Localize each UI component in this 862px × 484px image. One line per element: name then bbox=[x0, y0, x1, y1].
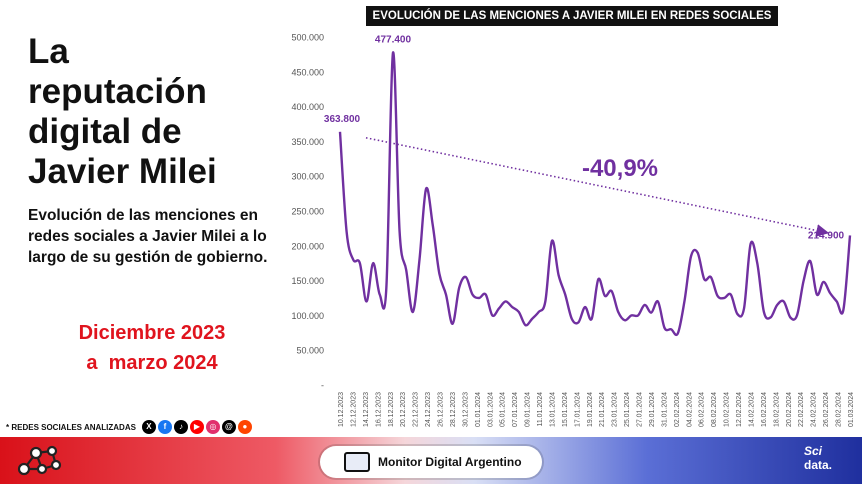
y-tick-label: 150.000 bbox=[291, 276, 324, 286]
brand-name: Monitor Digital Argentino bbox=[378, 455, 522, 469]
x-tick-label: 05.01.2024 bbox=[500, 392, 507, 427]
peak-label: 477.400 bbox=[375, 35, 412, 46]
network-graph-icon bbox=[17, 445, 62, 476]
x-tick-label: 28.02.2024 bbox=[836, 392, 843, 427]
headline-line: digital de bbox=[28, 112, 182, 151]
series-line bbox=[338, 51, 852, 337]
x-tick-label: 29.01.2024 bbox=[649, 392, 656, 427]
y-tick-label: - bbox=[321, 381, 324, 391]
x-tick-label: 20.12.2023 bbox=[400, 392, 407, 427]
trend-line bbox=[365, 137, 830, 237]
chart-title: EVOLUCIÓN DE LAS MENCIONES A JAVIER MILE… bbox=[366, 6, 778, 26]
brand-pill: Monitor Digital Argentino bbox=[320, 446, 542, 478]
subtitle-line: largo de su gestión de gobierno. bbox=[28, 249, 268, 266]
y-tick-label: 500.000 bbox=[291, 33, 324, 43]
headline-line: reputación bbox=[28, 72, 207, 111]
y-tick-label: 250.000 bbox=[291, 207, 324, 217]
monitor-icon bbox=[344, 452, 370, 472]
x-tick-label: 03.01.2024 bbox=[487, 392, 494, 427]
instagram-icon: ◎ bbox=[205, 420, 220, 434]
x-tick-label: 24.02.2024 bbox=[811, 392, 818, 427]
x-tick-label: 21.01.2024 bbox=[599, 392, 606, 427]
x-tick-label: 17.01.2024 bbox=[574, 392, 581, 427]
reddit-icon: ● bbox=[237, 420, 252, 434]
trend-line-group bbox=[365, 137, 830, 237]
x-tick-label: 19.01.2024 bbox=[587, 392, 594, 427]
y-tick-label: 50.000 bbox=[296, 346, 324, 356]
period-end: a marzo 2024 bbox=[86, 352, 218, 374]
x-tick-label: 22.12.2023 bbox=[413, 392, 420, 427]
left-panel: La reputación digital de Javier Milei Ev… bbox=[0, 0, 300, 430]
mentions-line-chart: - 50.000 100.000 150.000 200.000 250.000 300.0… bbox=[291, 33, 855, 428]
x-tick-label: 08.02.2024 bbox=[711, 392, 718, 427]
subtitle-line: Evolución de las menciones en bbox=[28, 207, 258, 224]
threads-icon: @ bbox=[221, 420, 236, 434]
x-tick-label: 11.01.2024 bbox=[537, 392, 544, 427]
x-tick-label: 26.02.2024 bbox=[823, 392, 830, 427]
subtitle: Evolución de las menciones en redes soci… bbox=[28, 205, 288, 268]
y-tick-label: 100.000 bbox=[291, 311, 324, 321]
x-tick-label: 14.02.2024 bbox=[748, 392, 755, 427]
period: Diciembre 2023 a marzo 2024 bbox=[52, 318, 252, 378]
x-tick-label: 06.02.2024 bbox=[699, 392, 706, 427]
y-tick-label: 200.000 bbox=[291, 241, 324, 251]
annotations: 477.400 363.800 214.900 -40,9% bbox=[324, 35, 845, 242]
youtube-icon: ▶ bbox=[189, 420, 204, 434]
tiktok-icon: ♪ bbox=[173, 420, 188, 434]
x-tick-label: 23.01.2024 bbox=[612, 392, 619, 427]
y-tick-label: 350.000 bbox=[291, 137, 324, 147]
y-axis: - 50.000 100.000 150.000 200.000 250.000 300.0… bbox=[291, 33, 324, 391]
y-tick-label: 400.000 bbox=[291, 102, 324, 112]
x-tick-label: 16.12.2023 bbox=[375, 392, 382, 427]
x-tick-label: 18.02.2024 bbox=[773, 392, 780, 427]
subtitle-line: redes sociales a Javier Milei a lo bbox=[28, 228, 267, 245]
x-tick-label: 09.01.2024 bbox=[525, 392, 532, 427]
x-tick-label: 30.12.2023 bbox=[462, 392, 469, 427]
x-tick-label: 27.01.2024 bbox=[637, 392, 644, 427]
x-tick-label: 16.02.2024 bbox=[761, 392, 768, 427]
x-tick-label: 28.12.2023 bbox=[450, 392, 457, 427]
x-tick-label: 14.12.2023 bbox=[363, 392, 370, 427]
change-label: -40,9% bbox=[582, 155, 658, 182]
x-tick-label: 25.01.2024 bbox=[624, 392, 631, 427]
start-label: 363.800 bbox=[324, 114, 361, 125]
x-axis: 10.12.2023 12.12.2023 14.12.2023 16.12.2023… bbox=[338, 392, 855, 427]
headline: La reputación digital de Javier Milei bbox=[28, 32, 298, 192]
x-tick-label: 13.01.2024 bbox=[549, 392, 556, 427]
x-tick-label: 12.02.2024 bbox=[736, 392, 743, 427]
period-start: Diciembre 2023 bbox=[78, 322, 226, 344]
x-tick-label: 02.02.2024 bbox=[674, 392, 681, 427]
x-icon: X bbox=[141, 420, 156, 434]
x-tick-label: 01.01.2024 bbox=[475, 392, 482, 427]
facebook-icon: f bbox=[157, 420, 172, 434]
headline-line: Javier Milei bbox=[28, 152, 217, 191]
x-tick-label: 04.02.2024 bbox=[686, 392, 693, 427]
x-tick-label: 22.02.2024 bbox=[798, 392, 805, 427]
scidata-logo-top: Sci bbox=[804, 444, 823, 458]
x-tick-label: 10.02.2024 bbox=[724, 392, 731, 427]
x-tick-label: 20.02.2024 bbox=[786, 392, 793, 427]
x-tick-label: 10.12.2023 bbox=[338, 392, 345, 427]
x-tick-label: 15.01.2024 bbox=[562, 392, 569, 427]
series-group bbox=[338, 51, 852, 337]
x-tick-label: 12.12.2023 bbox=[350, 392, 357, 427]
y-tick-label: 300.000 bbox=[291, 172, 324, 182]
headline-line: La bbox=[28, 32, 69, 71]
scidata-logo-bottom: data. bbox=[804, 458, 833, 472]
x-tick-label: 24.12.2023 bbox=[425, 392, 432, 427]
x-tick-label: 07.01.2024 bbox=[512, 392, 519, 427]
x-tick-label: 31.01.2024 bbox=[661, 392, 668, 427]
scidata-logo: Sci data. bbox=[804, 445, 844, 477]
y-tick-label: 450.000 bbox=[291, 67, 324, 77]
social-networks-label: * REDES SOCIALES ANALIZADAS bbox=[6, 422, 136, 432]
end-label: 214.900 bbox=[808, 230, 845, 241]
x-tick-label: 18.12.2023 bbox=[388, 392, 395, 427]
x-tick-label: 01.03.2024 bbox=[848, 392, 855, 427]
x-tick-label: 26.12.2023 bbox=[438, 392, 445, 427]
